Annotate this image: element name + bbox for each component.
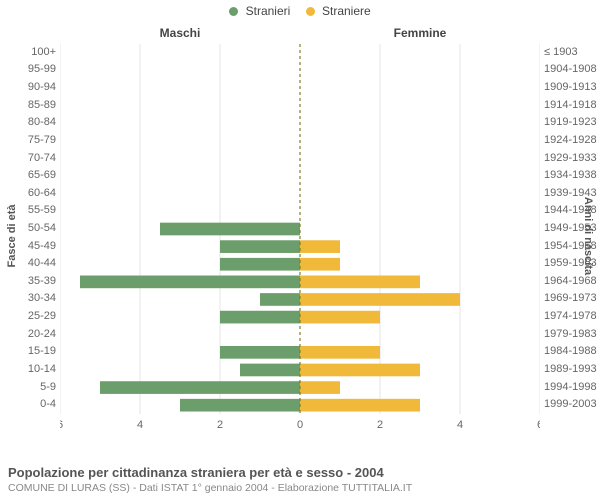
dot-icon bbox=[306, 7, 315, 16]
legend-male-label: Stranieri bbox=[246, 4, 291, 18]
chart-plot: 0 2 2 4 4 6 6 bbox=[60, 44, 540, 434]
bar-female bbox=[300, 240, 340, 253]
y-left-label: 70-74 bbox=[0, 153, 56, 164]
y-left-label: 35-39 bbox=[0, 276, 56, 287]
y-left-label: 95-99 bbox=[0, 64, 56, 75]
legend-male: Stranieri bbox=[229, 4, 290, 18]
col-head-female: Femmine bbox=[394, 26, 447, 40]
y-right-label: 1909-1913 bbox=[544, 82, 600, 93]
bar-male bbox=[220, 346, 300, 359]
y-right-label: 1949-1953 bbox=[544, 223, 600, 234]
svg-text:2: 2 bbox=[377, 419, 383, 431]
svg-text:0: 0 bbox=[297, 419, 303, 431]
y-left-label: 55-59 bbox=[0, 205, 56, 216]
svg-text:2: 2 bbox=[217, 419, 223, 431]
legend-female: Straniere bbox=[306, 4, 371, 18]
y-right-label: 1929-1933 bbox=[544, 153, 600, 164]
chart-subtitle: COMUNE DI LURAS (SS) - Dati ISTAT 1° gen… bbox=[8, 482, 592, 494]
y-left-label: 85-89 bbox=[0, 100, 56, 111]
bar-female bbox=[300, 293, 460, 306]
col-head-male: Maschi bbox=[160, 26, 201, 40]
y-left-label: 0-4 bbox=[0, 399, 56, 410]
y-left-label: 90-94 bbox=[0, 82, 56, 93]
svg-text:4: 4 bbox=[457, 419, 463, 431]
bar-male bbox=[220, 240, 300, 253]
y-left-label: 50-54 bbox=[0, 223, 56, 234]
bar-male bbox=[160, 223, 300, 236]
y-right-label: 1934-1938 bbox=[544, 170, 600, 181]
bar-male bbox=[220, 258, 300, 271]
svg-text:6: 6 bbox=[60, 419, 63, 431]
y-axis-left-labels: 0-4 5-9 10-14 15-19 20-24 25-29 30-34 35-39 40-4… bbox=[0, 44, 58, 424]
column-headers: Maschi Femmine bbox=[60, 26, 540, 44]
bar-female bbox=[300, 346, 380, 359]
y-right-label: 1959-1963 bbox=[544, 258, 600, 269]
bar-female bbox=[300, 258, 340, 271]
y-right-label: 1919-1923 bbox=[544, 117, 600, 128]
y-right-label: 1914-1918 bbox=[544, 100, 600, 111]
y-left-label: 15-19 bbox=[0, 346, 56, 357]
svg-text:4: 4 bbox=[137, 419, 143, 431]
chart-title: Popolazione per cittadinanza straniera p… bbox=[8, 465, 592, 480]
y-right-label: 1904-1908 bbox=[544, 64, 600, 75]
bar-male bbox=[100, 381, 300, 394]
y-right-label: 1979-1983 bbox=[544, 329, 600, 340]
y-left-label: 80-84 bbox=[0, 117, 56, 128]
y-left-label: 10-14 bbox=[0, 364, 56, 375]
bar-female bbox=[300, 364, 420, 377]
y-left-label: 30-34 bbox=[0, 293, 56, 304]
y-right-label: 1984-1988 bbox=[544, 346, 600, 357]
y-left-label: 60-64 bbox=[0, 188, 56, 199]
svg-text:6: 6 bbox=[537, 419, 540, 431]
y-left-label: 40-44 bbox=[0, 258, 56, 269]
legend-female-label: Straniere bbox=[322, 4, 371, 18]
y-right-label: 1939-1943 bbox=[544, 188, 600, 199]
y-left-label: 20-24 bbox=[0, 329, 56, 340]
chart-container: Stranieri Straniere Maschi Femmine Fasce… bbox=[0, 0, 600, 500]
footer: Popolazione per cittadinanza straniera p… bbox=[8, 465, 592, 494]
chart-svg: 0 2 2 4 4 6 6 bbox=[60, 44, 540, 434]
y-right-label: ≤ 1903 bbox=[544, 47, 600, 58]
bar-male bbox=[80, 276, 300, 289]
y-left-label: 25-29 bbox=[0, 311, 56, 322]
bar-male bbox=[180, 399, 300, 412]
y-left-label: 65-69 bbox=[0, 170, 56, 181]
y-left-label: 5-9 bbox=[0, 382, 56, 393]
y-right-label: 1969-1973 bbox=[544, 293, 600, 304]
bar-male bbox=[220, 311, 300, 324]
bar-female bbox=[300, 399, 420, 412]
y-right-label: 1989-1993 bbox=[544, 364, 600, 375]
y-axis-right-labels: 1999-2003 1994-1998 1989-1993 1984-1988 1979… bbox=[542, 44, 600, 424]
bar-male bbox=[260, 293, 300, 306]
bar-female bbox=[300, 381, 340, 394]
y-right-label: 1974-1978 bbox=[544, 311, 600, 322]
bar-female bbox=[300, 311, 380, 324]
y-left-label: 45-49 bbox=[0, 241, 56, 252]
bar-female bbox=[300, 276, 420, 289]
y-right-label: 1999-2003 bbox=[544, 399, 600, 410]
y-right-label: 1964-1968 bbox=[544, 276, 600, 287]
legend: Stranieri Straniere bbox=[0, 4, 600, 18]
bar-male bbox=[240, 364, 300, 377]
y-left-label: 75-79 bbox=[0, 135, 56, 146]
y-right-label: 1924-1928 bbox=[544, 135, 600, 146]
y-right-label: 1944-1948 bbox=[544, 205, 600, 216]
dot-icon bbox=[229, 7, 238, 16]
y-right-label: 1994-1998 bbox=[544, 382, 600, 393]
y-left-label: 100+ bbox=[0, 47, 56, 58]
y-right-label: 1954-1958 bbox=[544, 241, 600, 252]
